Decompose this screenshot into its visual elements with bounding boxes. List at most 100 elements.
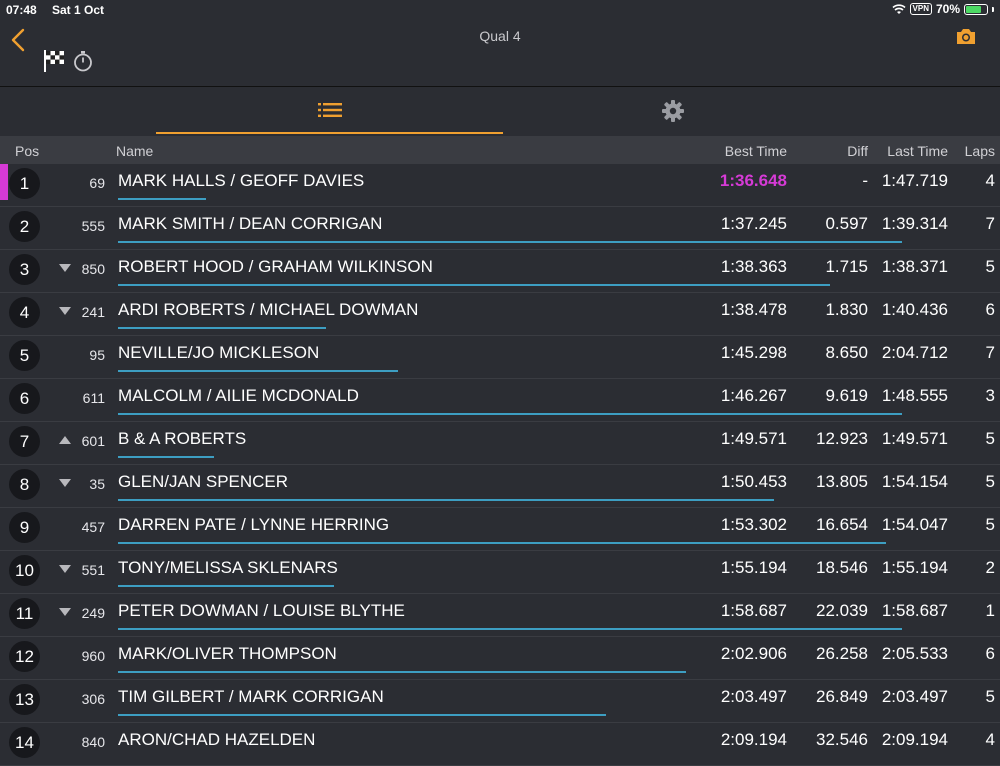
col-name[interactable]: Name (116, 143, 154, 159)
best-time: 1:37.245 (720, 214, 787, 233)
car-number: 69 (89, 175, 105, 191)
best-time: 2:03.497 (720, 687, 787, 706)
trend-down-icon (59, 307, 71, 315)
last-time: 2:04.712 (881, 343, 948, 362)
last-time: 1:39.314 (881, 214, 948, 233)
diff-time: 26.258 (816, 644, 868, 663)
table-row[interactable]: 4 241 ARDI ROBERTS / MICHAEL DOWMAN 1:38.47… (0, 293, 1000, 336)
fastest-marker (0, 164, 8, 200)
list-icon (317, 102, 342, 117)
table-row[interactable]: 11 249 PETER DOWMAN / LOUISE BLYTHE 1:58.68… (0, 594, 1000, 637)
lap-count: 5 (985, 687, 995, 706)
progress-bar (118, 456, 214, 458)
driver-name: TIM GILBERT / MARK CORRIGAN (118, 687, 384, 706)
diff-time: 1.715 (825, 257, 868, 276)
table-row[interactable]: 10 551 TONY/MELISSA SKLENARS 1:55.194 18.546… (0, 551, 1000, 594)
battery-icon (964, 3, 988, 15)
col-best-time[interactable]: Best Time (724, 143, 787, 159)
table-row[interactable]: 13 306 TIM GILBERT / MARK CORRIGAN 2:03.497… (0, 680, 1000, 723)
position-badge: 14 (9, 727, 40, 758)
progress-bar (118, 198, 206, 200)
position-badge: 12 (9, 641, 40, 672)
best-time: 2:09.194 (720, 730, 787, 749)
back-chevron-icon[interactable] (8, 26, 28, 54)
status-right: VPN 70% (891, 2, 994, 16)
best-time: 1:55.194 (720, 558, 787, 577)
stopwatch-icon[interactable] (72, 50, 94, 72)
lap-count: 5 (985, 257, 995, 276)
best-time: 1:49.571 (720, 429, 787, 448)
progress-bar (118, 284, 830, 286)
tab-settings[interactable] (503, 87, 843, 134)
col-diff[interactable]: Diff (847, 143, 868, 159)
last-time: 1:40.436 (881, 300, 948, 319)
status-time: 07:48 (6, 3, 37, 17)
driver-name: TONY/MELISSA SKLENARS (118, 558, 338, 577)
best-time: 1:38.478 (720, 300, 787, 319)
trend-up-icon (59, 436, 71, 444)
position-badge: 11 (9, 598, 40, 629)
table-row[interactable]: 12 960 MARK/OLIVER THOMPSON 2:02.906 26.258 2… (0, 637, 1000, 680)
lap-count: 2 (985, 558, 995, 577)
car-number: 95 (89, 347, 105, 363)
wifi-icon (891, 3, 906, 14)
trend-down-icon (59, 608, 71, 616)
progress-bar (118, 499, 774, 501)
last-time: 1:47.719 (881, 171, 948, 190)
best-time: 1:58.687 (720, 601, 787, 620)
col-pos[interactable]: Pos (15, 143, 40, 159)
lap-count: 3 (985, 386, 995, 405)
tab-list[interactable] (156, 87, 503, 134)
best-time: 2:02.906 (720, 644, 787, 663)
position-badge: 8 (9, 469, 40, 500)
checkered-flag-icon[interactable] (42, 48, 66, 74)
driver-name: MARK HALLS / GEOFF DAVIES (118, 171, 365, 190)
driver-name: DARREN PATE / LYNNE HERRING (118, 515, 390, 534)
progress-bar (118, 585, 334, 587)
table-row[interactable]: 1 69 MARK HALLS / GEOFF DAVIES 1:36.648 -1:4… (0, 164, 1000, 207)
car-number: 850 (81, 261, 105, 277)
diff-time: 13.805 (816, 472, 868, 491)
table-row[interactable]: 8 35 GLEN/JAN SPENCER 1:50.453 13.805 1:54.15… (0, 465, 1000, 508)
position-badge: 1 (9, 168, 40, 199)
driver-name: GLEN/JAN SPENCER (118, 472, 289, 491)
trend-down-icon (59, 264, 71, 272)
table-row[interactable]: 5 95 NEVILLE/JO MICKLESON 1:45.298 8.650 2:04… (0, 336, 1000, 379)
table-row[interactable]: 6 611 MALCOLM / AILIE MCDONALD 1:46.267 9.61… (0, 379, 1000, 422)
lap-count: 6 (985, 300, 995, 319)
driver-name: NEVILLE/JO MICKLESON (118, 343, 320, 362)
car-number: 601 (81, 433, 105, 449)
progress-bar (118, 628, 902, 630)
driver-name: ROBERT HOOD / GRAHAM WILKINSON (118, 257, 433, 276)
table-row[interactable]: 3 850 ROBERT HOOD / GRAHAM WILKINSON 1:38.3… (0, 250, 1000, 293)
lap-count: 1 (985, 601, 995, 620)
lap-count: 4 (985, 171, 995, 190)
best-time: 1:45.298 (720, 343, 787, 362)
driver-name: B & A ROBERTS (118, 429, 247, 448)
car-number: 840 (81, 734, 105, 750)
table-row[interactable]: 14 840 ARON/CHAD HAZELDEN 2:09.194 32.546 2:0… (0, 723, 1000, 766)
vpn-badge: VPN (909, 3, 932, 15)
gear-icon (662, 99, 684, 122)
diff-time: 8.650 (825, 343, 868, 362)
lap-count: 4 (985, 730, 995, 749)
car-number: 611 (82, 390, 105, 406)
last-time: 1:54.154 (881, 472, 948, 491)
best-time: 1:53.302 (720, 515, 787, 534)
table-row[interactable]: 7 601 B & A ROBERTS 1:49.571 12.923 1:49.571 5 (0, 422, 1000, 465)
driver-name: MALCOLM / AILIE MCDONALD (118, 386, 359, 405)
car-number: 960 (81, 648, 105, 664)
position-badge: 4 (9, 297, 40, 328)
best-time: 1:50.453 (720, 472, 787, 491)
trend-down-icon (59, 565, 71, 573)
col-last-time[interactable]: Last Time (887, 143, 948, 159)
table-row[interactable]: 2 555 MARK SMITH / DEAN CORRIGAN 1:37.245 0.… (0, 207, 1000, 250)
last-time: 1:58.687 (881, 601, 948, 620)
last-time: 2:03.497 (881, 687, 948, 706)
col-laps[interactable]: Laps (964, 143, 995, 159)
table-row[interactable]: 9 457 DARREN PATE / LYNNE HERRING 1:53.302 1… (0, 508, 1000, 551)
camera-icon[interactable] (955, 26, 977, 46)
lap-count: 5 (985, 429, 995, 448)
position-badge: 13 (9, 684, 40, 715)
position-badge: 3 (9, 254, 40, 285)
